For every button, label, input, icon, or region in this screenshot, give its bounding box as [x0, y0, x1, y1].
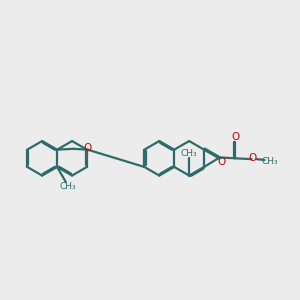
Text: O: O — [248, 153, 257, 163]
Text: CH₃: CH₃ — [181, 149, 197, 158]
Text: CH₃: CH₃ — [262, 157, 278, 166]
Text: O: O — [217, 157, 226, 166]
Text: O: O — [83, 143, 92, 153]
Text: O: O — [232, 132, 240, 142]
Text: CH₃: CH₃ — [59, 182, 76, 191]
